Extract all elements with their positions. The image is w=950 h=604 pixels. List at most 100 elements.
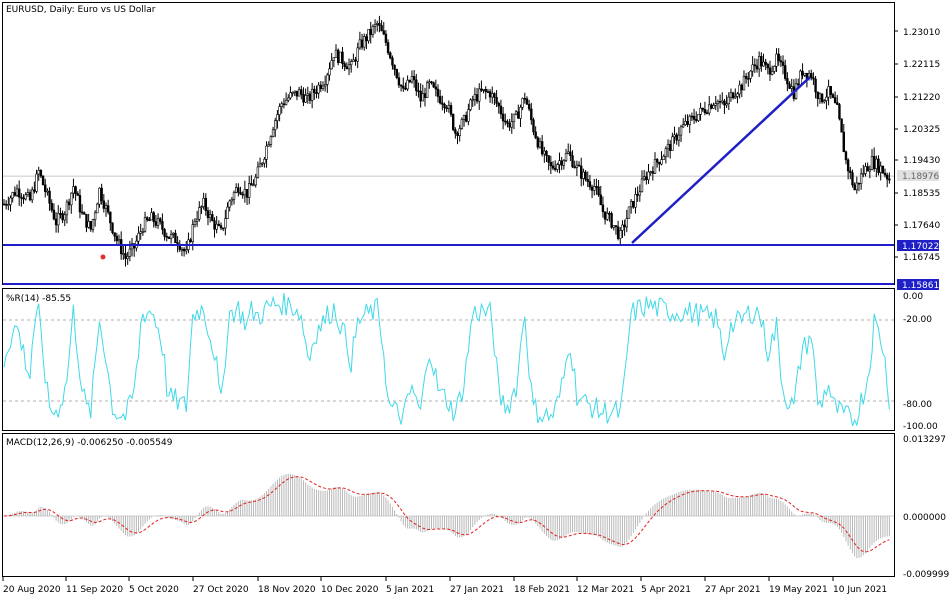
candle-body [417,90,420,93]
x-tick-label: 10 Jun 2021 [833,585,887,595]
candle-body [846,159,850,172]
candle-body [343,63,346,68]
candle-body [139,231,142,234]
candle-body [564,153,568,161]
candle-body [588,181,592,188]
candle-body [575,164,579,168]
candle-body [50,202,53,211]
candle-body [250,183,253,186]
candle-body [597,186,600,196]
candle-body [319,84,323,89]
candle-body [59,213,62,215]
candle-body [239,192,242,195]
candle-body [608,212,611,215]
candle-body [115,235,119,242]
candle-body [72,186,75,194]
candle-body [779,60,783,63]
drawn-lines[interactable] [3,76,894,285]
wpr-tick-label: -80.00 [903,400,932,410]
candle-body [87,221,90,228]
candle-body [705,112,709,115]
candle-body [640,178,644,193]
candle-body [369,28,372,35]
candle-body [547,155,550,163]
candle-body [755,65,759,70]
candle-body [521,97,524,108]
candle-body [508,123,511,128]
candle-body [495,97,498,104]
candle-body [651,171,655,174]
candle-body [857,182,861,185]
candle-body [102,200,106,209]
candle-body [527,104,531,110]
candle-body [883,172,887,176]
candle-body [629,200,633,208]
candle-body [666,144,670,150]
candle-body [523,97,527,100]
candle-body [278,106,281,115]
candle-body [712,105,715,109]
candle-body [478,88,481,102]
candle-body [584,171,587,180]
candle-body [816,91,819,99]
candle-body [323,84,327,87]
candle-body [293,90,296,93]
candle-body [773,66,776,72]
candle-body [770,71,774,75]
candle-body [421,93,425,102]
candle-body [408,79,411,83]
candle-body [163,229,166,237]
candle-body [580,165,583,179]
candle-body [315,92,318,95]
candle-body [280,103,283,107]
candle-body [590,186,594,191]
candle-body [122,253,125,255]
candle-body [642,176,646,180]
candle-body [44,184,47,192]
candle-body [349,61,353,66]
candle-body [497,102,500,107]
candle-body [265,145,268,160]
candle-body [436,88,440,97]
x-tick-label: 27 Jan 2021 [450,585,504,595]
x-tick-label: 18 Nov 2020 [258,585,316,595]
candle-body [167,236,171,239]
candle-body [200,206,203,208]
candle-body [823,100,826,103]
candle-body [686,121,689,125]
candle-body [762,61,765,67]
candle-body [330,60,333,70]
candle-body [91,219,95,230]
macd-series [3,473,894,559]
wpr-tick-label: -100.00 [903,422,938,432]
candle-body [83,212,86,215]
candle-body [365,36,368,42]
candle-body [154,221,158,226]
candle-body [451,114,455,130]
candle-body [777,53,780,61]
candle-body [851,172,854,186]
arrow-marker-icon [100,254,106,260]
candle-body [514,111,518,115]
candle-body [206,210,210,219]
wpr-panel-frame [2,288,895,431]
candle-body [358,39,362,49]
candle-body [404,87,407,90]
candle-body [434,86,438,90]
candle-body [612,225,615,228]
candle-body [627,206,631,219]
candle-body [100,187,103,202]
candle-body [98,187,101,205]
candle-body [137,232,140,242]
candle-body [22,197,25,200]
candle-body [41,175,45,186]
candle-body [156,218,160,226]
candle-body [180,248,184,251]
candle-body [799,70,802,86]
candle-body [562,160,566,166]
candle-body [226,206,229,219]
candle-body [37,170,40,175]
candle-body [549,161,553,167]
